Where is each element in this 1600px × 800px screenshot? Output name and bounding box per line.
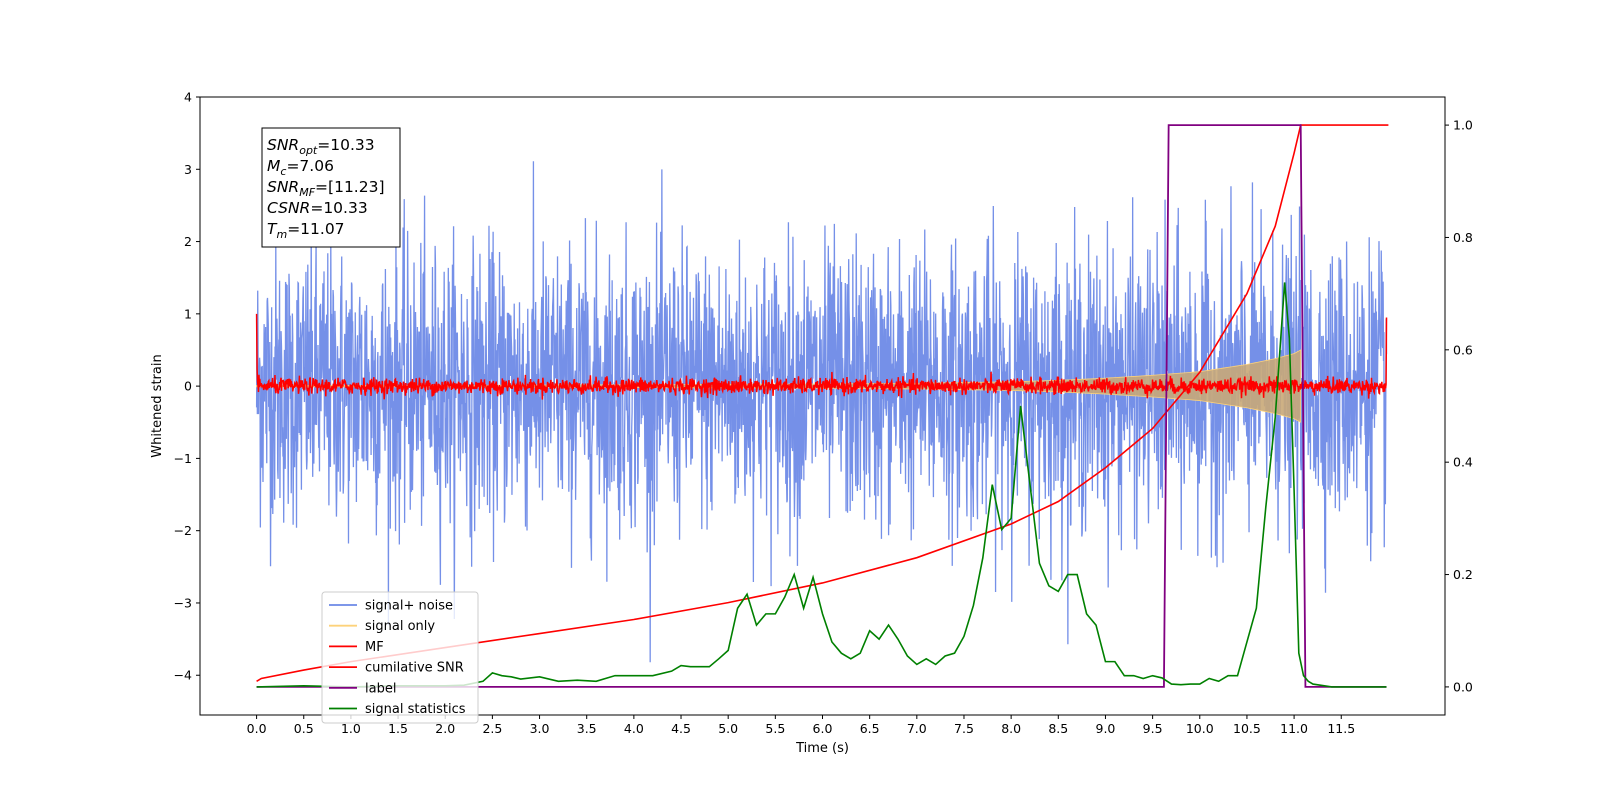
x-tick-label: 7.5 bbox=[954, 721, 974, 736]
stats-line: SNRopt=10.33 bbox=[267, 136, 375, 157]
y-tick-label: 1 bbox=[184, 306, 192, 321]
legend-box bbox=[321, 591, 479, 724]
stats-annotation: SNRopt=10.33Mc=7.06SNRMF=[11.23]CSNR=10.… bbox=[261, 127, 401, 248]
y2-tick-label: 0.4 bbox=[1453, 455, 1473, 470]
y-tick-label: 4 bbox=[184, 90, 192, 105]
x-tick-label: 4.0 bbox=[624, 721, 644, 736]
x-tick-label: 2.0 bbox=[435, 721, 455, 736]
stats-line: Tm=11.07 bbox=[267, 220, 345, 241]
x-axis-label: Time (s) bbox=[795, 741, 849, 756]
x-tick-label: 9.5 bbox=[1143, 721, 1163, 736]
series-label bbox=[256, 124, 1387, 688]
x-tick-label: 9.0 bbox=[1096, 721, 1116, 736]
y2-tick-label: 1.0 bbox=[1453, 118, 1473, 133]
legend-label: signal+ noise bbox=[365, 599, 453, 614]
y2-tick-label: 0.2 bbox=[1453, 567, 1473, 582]
legend-label: cumilative SNR bbox=[365, 661, 464, 676]
stats-line: CSNR=10.33 bbox=[267, 199, 368, 217]
x-tick-label: 10.0 bbox=[1186, 721, 1214, 736]
axes: 0.0 0.5 1.0 1.5 2.0 2.5 3.0 3.5 4.0 4.5 5.0 5.5 6.0 6… bbox=[150, 90, 1473, 757]
series-signal-noise bbox=[255, 161, 1388, 663]
legend-label: signal only bbox=[365, 619, 435, 634]
x-tick-label: 3.0 bbox=[530, 721, 550, 736]
x-tick-label: 7.0 bbox=[907, 721, 927, 736]
series-mf bbox=[255, 313, 1388, 400]
x-tick-label: 0.5 bbox=[294, 721, 314, 736]
y2-tick-label: 0.0 bbox=[1453, 679, 1473, 694]
x-tick-label: 11.0 bbox=[1280, 721, 1308, 736]
y-tick-label: 2 bbox=[184, 234, 192, 249]
y-tick-label: 3 bbox=[184, 162, 192, 177]
x-tick-label: 6.0 bbox=[813, 721, 833, 736]
stats-box bbox=[261, 127, 401, 248]
x-tick-label: 1.5 bbox=[388, 721, 408, 736]
stats-line: SNRMF=[11.23] bbox=[267, 178, 385, 199]
plot-area bbox=[255, 124, 1389, 688]
y2-tick-label: 0.6 bbox=[1453, 342, 1473, 357]
series-signal-statistics bbox=[256, 282, 1387, 688]
y-tick-label: −4 bbox=[174, 668, 192, 683]
x-tick-label: 11.5 bbox=[1327, 721, 1355, 736]
x-tick-label: 3.5 bbox=[577, 721, 597, 736]
y-tick-label: 0 bbox=[184, 379, 192, 394]
x-tick-label: 5.5 bbox=[765, 721, 785, 736]
y-tick-label: −3 bbox=[174, 595, 192, 610]
stats-line: Mc=7.06 bbox=[267, 157, 334, 178]
x-tick-label: 4.5 bbox=[671, 721, 691, 736]
legend-label: MF bbox=[365, 640, 384, 655]
x-tick-label: 8.0 bbox=[1001, 721, 1021, 736]
y-axis-label: Whitened strain bbox=[150, 354, 165, 457]
x-tick-label: 6.5 bbox=[860, 721, 880, 736]
x-tick-label: 1.0 bbox=[341, 721, 361, 736]
x-tick-label: 8.5 bbox=[1048, 721, 1068, 736]
legend: signal+ noise signal only MF cumilative SNR… bbox=[321, 591, 479, 724]
x-tick-label: 2.5 bbox=[482, 721, 502, 736]
x-tick-label: 0.0 bbox=[247, 721, 267, 736]
x-tick-label: 5.0 bbox=[718, 721, 738, 736]
legend-label: label bbox=[365, 681, 396, 696]
legend-label: signal statistics bbox=[365, 702, 466, 717]
y-tick-label: −2 bbox=[174, 523, 192, 538]
y-tick-label: −1 bbox=[174, 451, 192, 466]
y2-tick-label: 0.8 bbox=[1453, 230, 1473, 245]
x-tick-label: 10.5 bbox=[1233, 721, 1261, 736]
